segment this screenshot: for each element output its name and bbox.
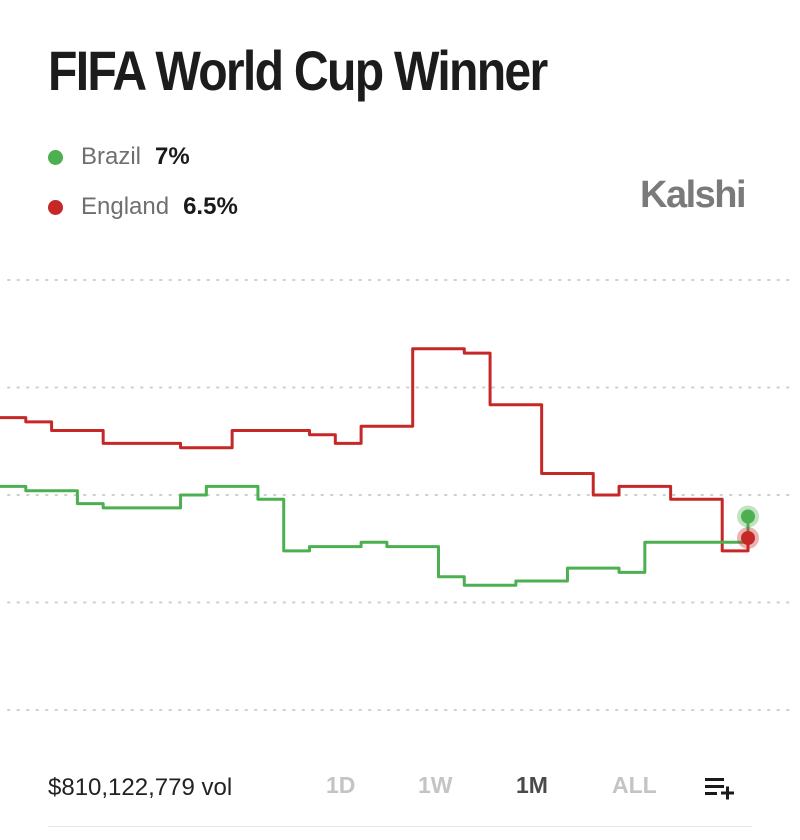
range-button-1d[interactable]: 1D	[326, 772, 356, 798]
legend: Brazil 7% England 6.5%	[48, 142, 238, 242]
chart-footer: $810,122,779 vol 1D 1W 1M ALL	[48, 768, 752, 808]
legend-item-brazil[interactable]: Brazil 7%	[48, 142, 238, 172]
legend-label-brazil: Brazil	[81, 143, 142, 170]
range-button-1m[interactable]: 1M	[516, 772, 548, 798]
kalshi-logo: Kalshi	[640, 174, 747, 216]
legend-label-england: England	[81, 193, 170, 220]
playlist-add-icon[interactable]	[703, 772, 737, 802]
footer-divider	[48, 826, 752, 827]
legend-item-england[interactable]: England 6.5%	[48, 192, 238, 222]
legend-value-brazil: 7%	[155, 143, 190, 170]
england-dot-icon	[48, 199, 63, 215]
endpoint-marker-brazil[interactable]	[741, 509, 755, 524]
brazil-dot-icon	[48, 149, 63, 165]
series-line-brazil	[0, 484, 750, 587]
range-button-1w[interactable]: 1W	[418, 772, 453, 798]
series-line-england	[0, 347, 750, 553]
page-title: FIFA World Cup Winner	[48, 39, 548, 102]
legend-value-england: 6.5%	[183, 193, 238, 220]
endpoint-marker-england[interactable]	[741, 531, 755, 545]
volume-label: $810,122,779 vol	[48, 774, 233, 801]
price-chart[interactable]	[0, 260, 800, 740]
range-button-all[interactable]: ALL	[612, 772, 657, 798]
